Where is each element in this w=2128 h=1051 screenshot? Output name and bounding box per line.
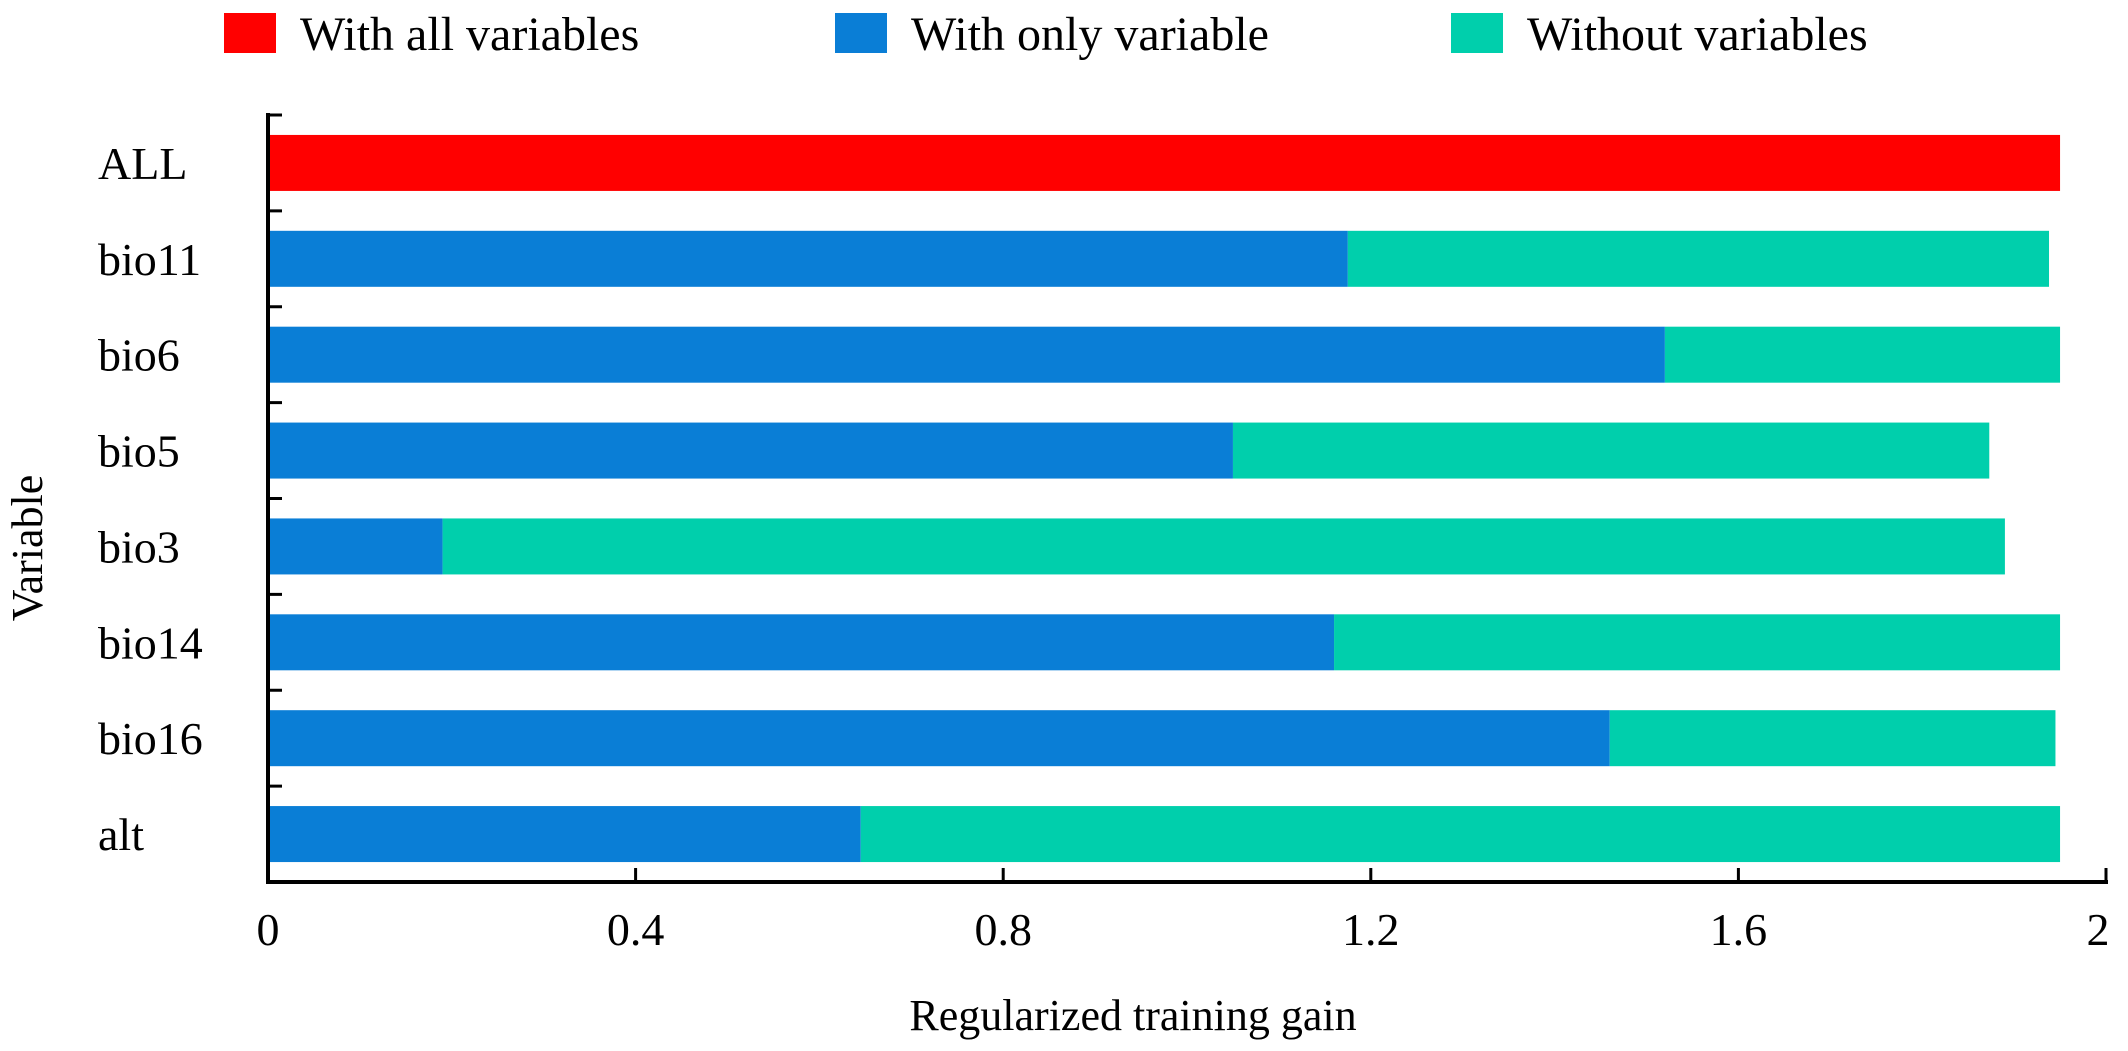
- bar-bio16-series-1: [268, 710, 1610, 767]
- bars: [268, 134, 2061, 863]
- category-label-bio14: bio14: [98, 617, 203, 668]
- legend: With all variables With only variable With…: [224, 8, 1868, 61]
- x-tick-label: 0.8: [974, 904, 1032, 955]
- bar-alt-series-2: [860, 806, 2061, 863]
- legend-label: With all variables: [300, 8, 639, 61]
- category-label-bio16: bio16: [98, 713, 203, 764]
- category-label-bio3: bio3: [98, 521, 180, 572]
- bar-bio11-series-2: [1347, 230, 2050, 287]
- x-axis-label: Regularized training gain: [909, 991, 1356, 1040]
- legend-swatch: [835, 13, 887, 53]
- bar-bio5-series-1: [268, 422, 1233, 479]
- legend-label: With only variable: [911, 8, 1269, 61]
- bar-bio14-series-1: [268, 614, 1335, 671]
- legend-label: Without variables: [1527, 8, 1868, 61]
- category-label-bio11: bio11: [98, 234, 201, 285]
- bar-bio5-series-2: [1232, 422, 1990, 479]
- axes: ALL bio11 bio6 bio5 bio3 bio14 bio16 alt 0 0.4 0.8…: [98, 113, 2110, 955]
- bar-bio3-series-1: [268, 518, 443, 575]
- x-tick-label: 2: [2087, 904, 2110, 955]
- bar-bio6-series-1: [268, 326, 1665, 383]
- bar-bio14-series-2: [1334, 614, 2061, 671]
- axis-labels: Regularized training gain Variable: [3, 475, 1357, 1040]
- bar-ALL-series-0: [268, 134, 2061, 191]
- bar-bio6-series-2: [1664, 326, 2061, 383]
- bar-alt-series-1: [268, 806, 861, 863]
- legend-item-2: Without variables: [1451, 8, 1868, 61]
- category-label-bio6: bio6: [98, 330, 180, 381]
- legend-item-1: With only variable: [835, 8, 1269, 61]
- x-tick-label: 1.6: [1710, 904, 1768, 955]
- category-label-ALL: ALL: [98, 138, 187, 189]
- legend-item-0: With all variables: [224, 8, 639, 61]
- bar-bio11-series-1: [268, 230, 1348, 287]
- y-axis-label: Variable: [3, 475, 52, 622]
- category-label-bio5: bio5: [98, 426, 180, 477]
- x-tick-label: 0: [257, 904, 280, 955]
- category-label-alt: alt: [98, 809, 144, 860]
- legend-swatch: [224, 13, 276, 53]
- x-tick-label: 1.2: [1342, 904, 1400, 955]
- bar-bio16-series-2: [1609, 710, 2056, 767]
- legend-swatch: [1451, 13, 1503, 53]
- x-tick-label: 0.4: [607, 904, 665, 955]
- bar-bio3-series-2: [442, 518, 2005, 575]
